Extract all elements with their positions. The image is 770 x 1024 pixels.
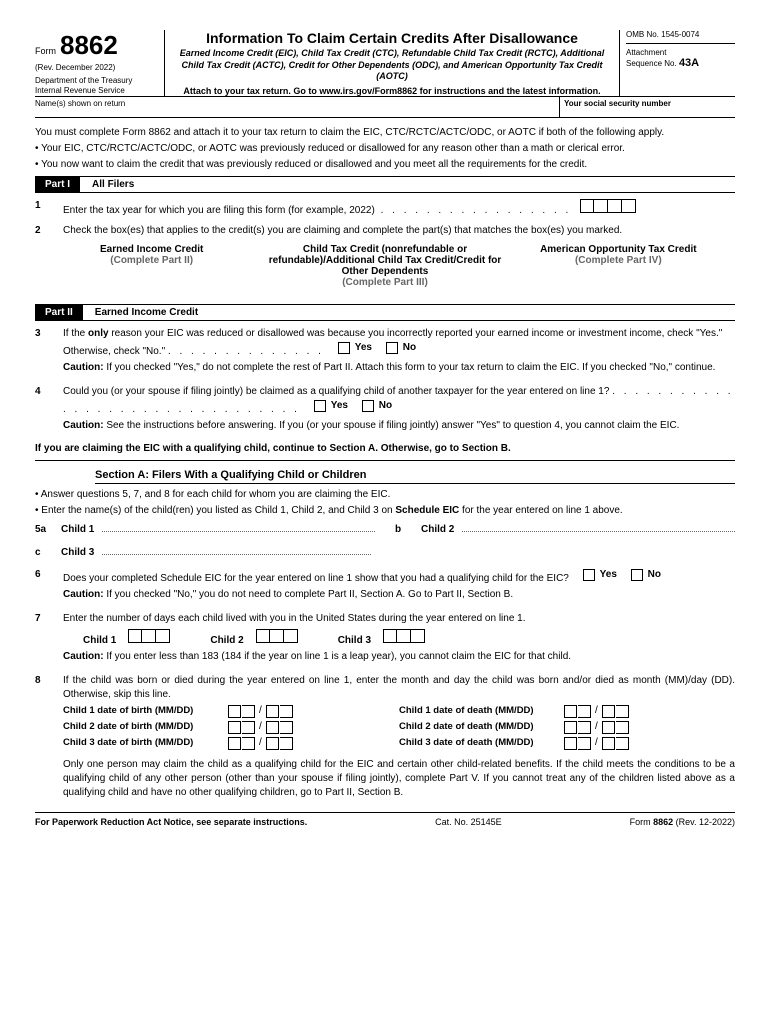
eic-label: Earned Income Credit bbox=[35, 244, 268, 255]
sectionA-b2: • Enter the name(s) of the child(ren) yo… bbox=[35, 504, 735, 518]
form-title: Information To Claim Certain Credits Aft… bbox=[173, 30, 611, 46]
part1-title: All Filers bbox=[80, 179, 134, 190]
line1-text: Enter the tax year for which you are fil… bbox=[63, 205, 375, 216]
child2-name-input[interactable] bbox=[462, 522, 735, 532]
seq-number: 43A bbox=[679, 57, 699, 69]
footer-left: For Paperwork Reduction Act Notice, see … bbox=[35, 817, 307, 827]
line4-caution-label: Caution: bbox=[63, 420, 104, 431]
line-2: 2 Check the box(es) that applies to the … bbox=[35, 224, 735, 238]
line7-child2-boxes[interactable] bbox=[256, 629, 298, 643]
attachment-label: Attachment bbox=[626, 48, 735, 57]
header-middle: Information To Claim Certain Credits Aft… bbox=[165, 30, 620, 96]
line3-only: only bbox=[88, 328, 109, 339]
line4-text: Could you (or your spouse if filing join… bbox=[63, 386, 609, 397]
line7-child3-boxes[interactable] bbox=[383, 629, 425, 643]
line4-caution-text: See the instructions before answering. I… bbox=[104, 420, 680, 431]
line8-text: If the child was born or died during the… bbox=[63, 675, 735, 700]
part2-title: Earned Income Credit bbox=[83, 307, 198, 318]
seq-label: Sequence No. bbox=[626, 59, 677, 68]
part2-label: Part II bbox=[35, 305, 83, 320]
sectionA-title: Section A: Filers With a Qualifying Chil… bbox=[95, 469, 735, 484]
line1-year-boxes[interactable] bbox=[580, 199, 636, 213]
ctc-note: (Complete Part III) bbox=[268, 277, 501, 288]
line-1: 1 Enter the tax year for which you are f… bbox=[35, 199, 735, 218]
ssn-field[interactable]: Your social security number bbox=[560, 97, 735, 117]
child1-name-input[interactable] bbox=[102, 522, 375, 532]
c2-birth-input[interactable]: / bbox=[228, 720, 293, 734]
part1-label: Part I bbox=[35, 177, 80, 192]
ctc-label: Child Tax Credit (nonrefundable or refun… bbox=[268, 244, 501, 277]
omb-number: OMB No. 1545-0074 bbox=[626, 30, 735, 44]
line-3: 3 If the only reason your EIC was reduce… bbox=[35, 327, 735, 375]
line4-no-checkbox[interactable] bbox=[362, 400, 374, 412]
line3-yes-checkbox[interactable] bbox=[338, 342, 350, 354]
line3-caution-label: Caution: bbox=[63, 362, 104, 373]
revision: (Rev. December 2022) bbox=[35, 63, 158, 72]
continue-note: If you are claiming the EIC with a quali… bbox=[35, 443, 735, 454]
line-6: 6 Does your completed Schedule EIC for t… bbox=[35, 568, 735, 602]
line6-no-checkbox[interactable] bbox=[631, 569, 643, 581]
line8-note: Only one person may claim the child as a… bbox=[63, 758, 735, 800]
intro-paragraph: You must complete Form 8862 and attach i… bbox=[35, 126, 735, 140]
sectionA-b1: • Answer questions 5, 7, and 8 for each … bbox=[35, 488, 735, 502]
line2-text: Check the box(es) that applies to the cr… bbox=[63, 224, 735, 238]
line3-text-a: If the bbox=[63, 328, 88, 339]
part2-header: Part II Earned Income Credit bbox=[35, 304, 735, 321]
line6-yes-checkbox[interactable] bbox=[583, 569, 595, 581]
line6-text: Does your completed Schedule EIC for the… bbox=[63, 573, 569, 584]
line-5ab: 5aChild 1 bChild 2 bbox=[35, 522, 735, 535]
form-subtitle: Earned Income Credit (EIC), Child Tax Cr… bbox=[173, 48, 611, 83]
c1-death-input[interactable]: / bbox=[564, 704, 629, 718]
header-left: Form 8862 (Rev. December 2022) Departmen… bbox=[35, 30, 165, 96]
line4-yes-checkbox[interactable] bbox=[314, 400, 326, 412]
line7-child1-boxes[interactable] bbox=[128, 629, 170, 643]
line3-no-checkbox[interactable] bbox=[386, 342, 398, 354]
attach-note: Attach to your tax return. Go to www.irs… bbox=[173, 86, 611, 96]
footer-right: Form 8862 (Rev. 12-2022) bbox=[630, 817, 735, 827]
c1-birth-input[interactable]: / bbox=[228, 704, 293, 718]
line-4: 4 Could you (or your spouse if filing jo… bbox=[35, 385, 735, 433]
footer: For Paperwork Reduction Act Notice, see … bbox=[35, 812, 735, 827]
form-word: Form bbox=[35, 46, 56, 56]
part1-header: Part I All Filers bbox=[35, 176, 735, 193]
intro-bullet-1: • Your EIC, CTC/RCTC/ACTC/ODC, or AOTC w… bbox=[35, 142, 735, 156]
eic-note: (Complete Part II) bbox=[35, 255, 268, 266]
aotc-note: (Complete Part IV) bbox=[502, 255, 735, 266]
name-ssn-row: Name(s) shown on return Your social secu… bbox=[35, 97, 735, 118]
aotc-label: American Opportunity Tax Credit bbox=[502, 244, 735, 255]
form-header: Form 8862 (Rev. December 2022) Departmen… bbox=[35, 30, 735, 97]
line-7: 7 Enter the number of days each child li… bbox=[35, 612, 735, 664]
intro-bullet-2: • You now want to claim the credit that … bbox=[35, 158, 735, 172]
line-5c: cChild 3 bbox=[35, 545, 735, 558]
c2-death-input[interactable]: / bbox=[564, 720, 629, 734]
line-8: 8 If the child was born or died during t… bbox=[35, 674, 735, 800]
credit-columns: Earned Income Credit (Complete Part II) … bbox=[35, 244, 735, 288]
names-field[interactable]: Name(s) shown on return bbox=[35, 97, 560, 117]
c3-birth-input[interactable]: / bbox=[228, 736, 293, 750]
c3-death-input[interactable]: / bbox=[564, 736, 629, 750]
department: Department of the Treasury Internal Reve… bbox=[35, 76, 158, 95]
line7-text: Enter the number of days each child live… bbox=[63, 613, 526, 624]
line3-caution-text: If you checked "Yes," do not complete th… bbox=[104, 362, 716, 373]
form-number: 8862 bbox=[60, 30, 118, 61]
header-right: OMB No. 1545-0074 Attachment Sequence No… bbox=[620, 30, 735, 96]
child3-name-input[interactable] bbox=[102, 545, 371, 555]
footer-center: Cat. No. 25145E bbox=[435, 817, 502, 827]
